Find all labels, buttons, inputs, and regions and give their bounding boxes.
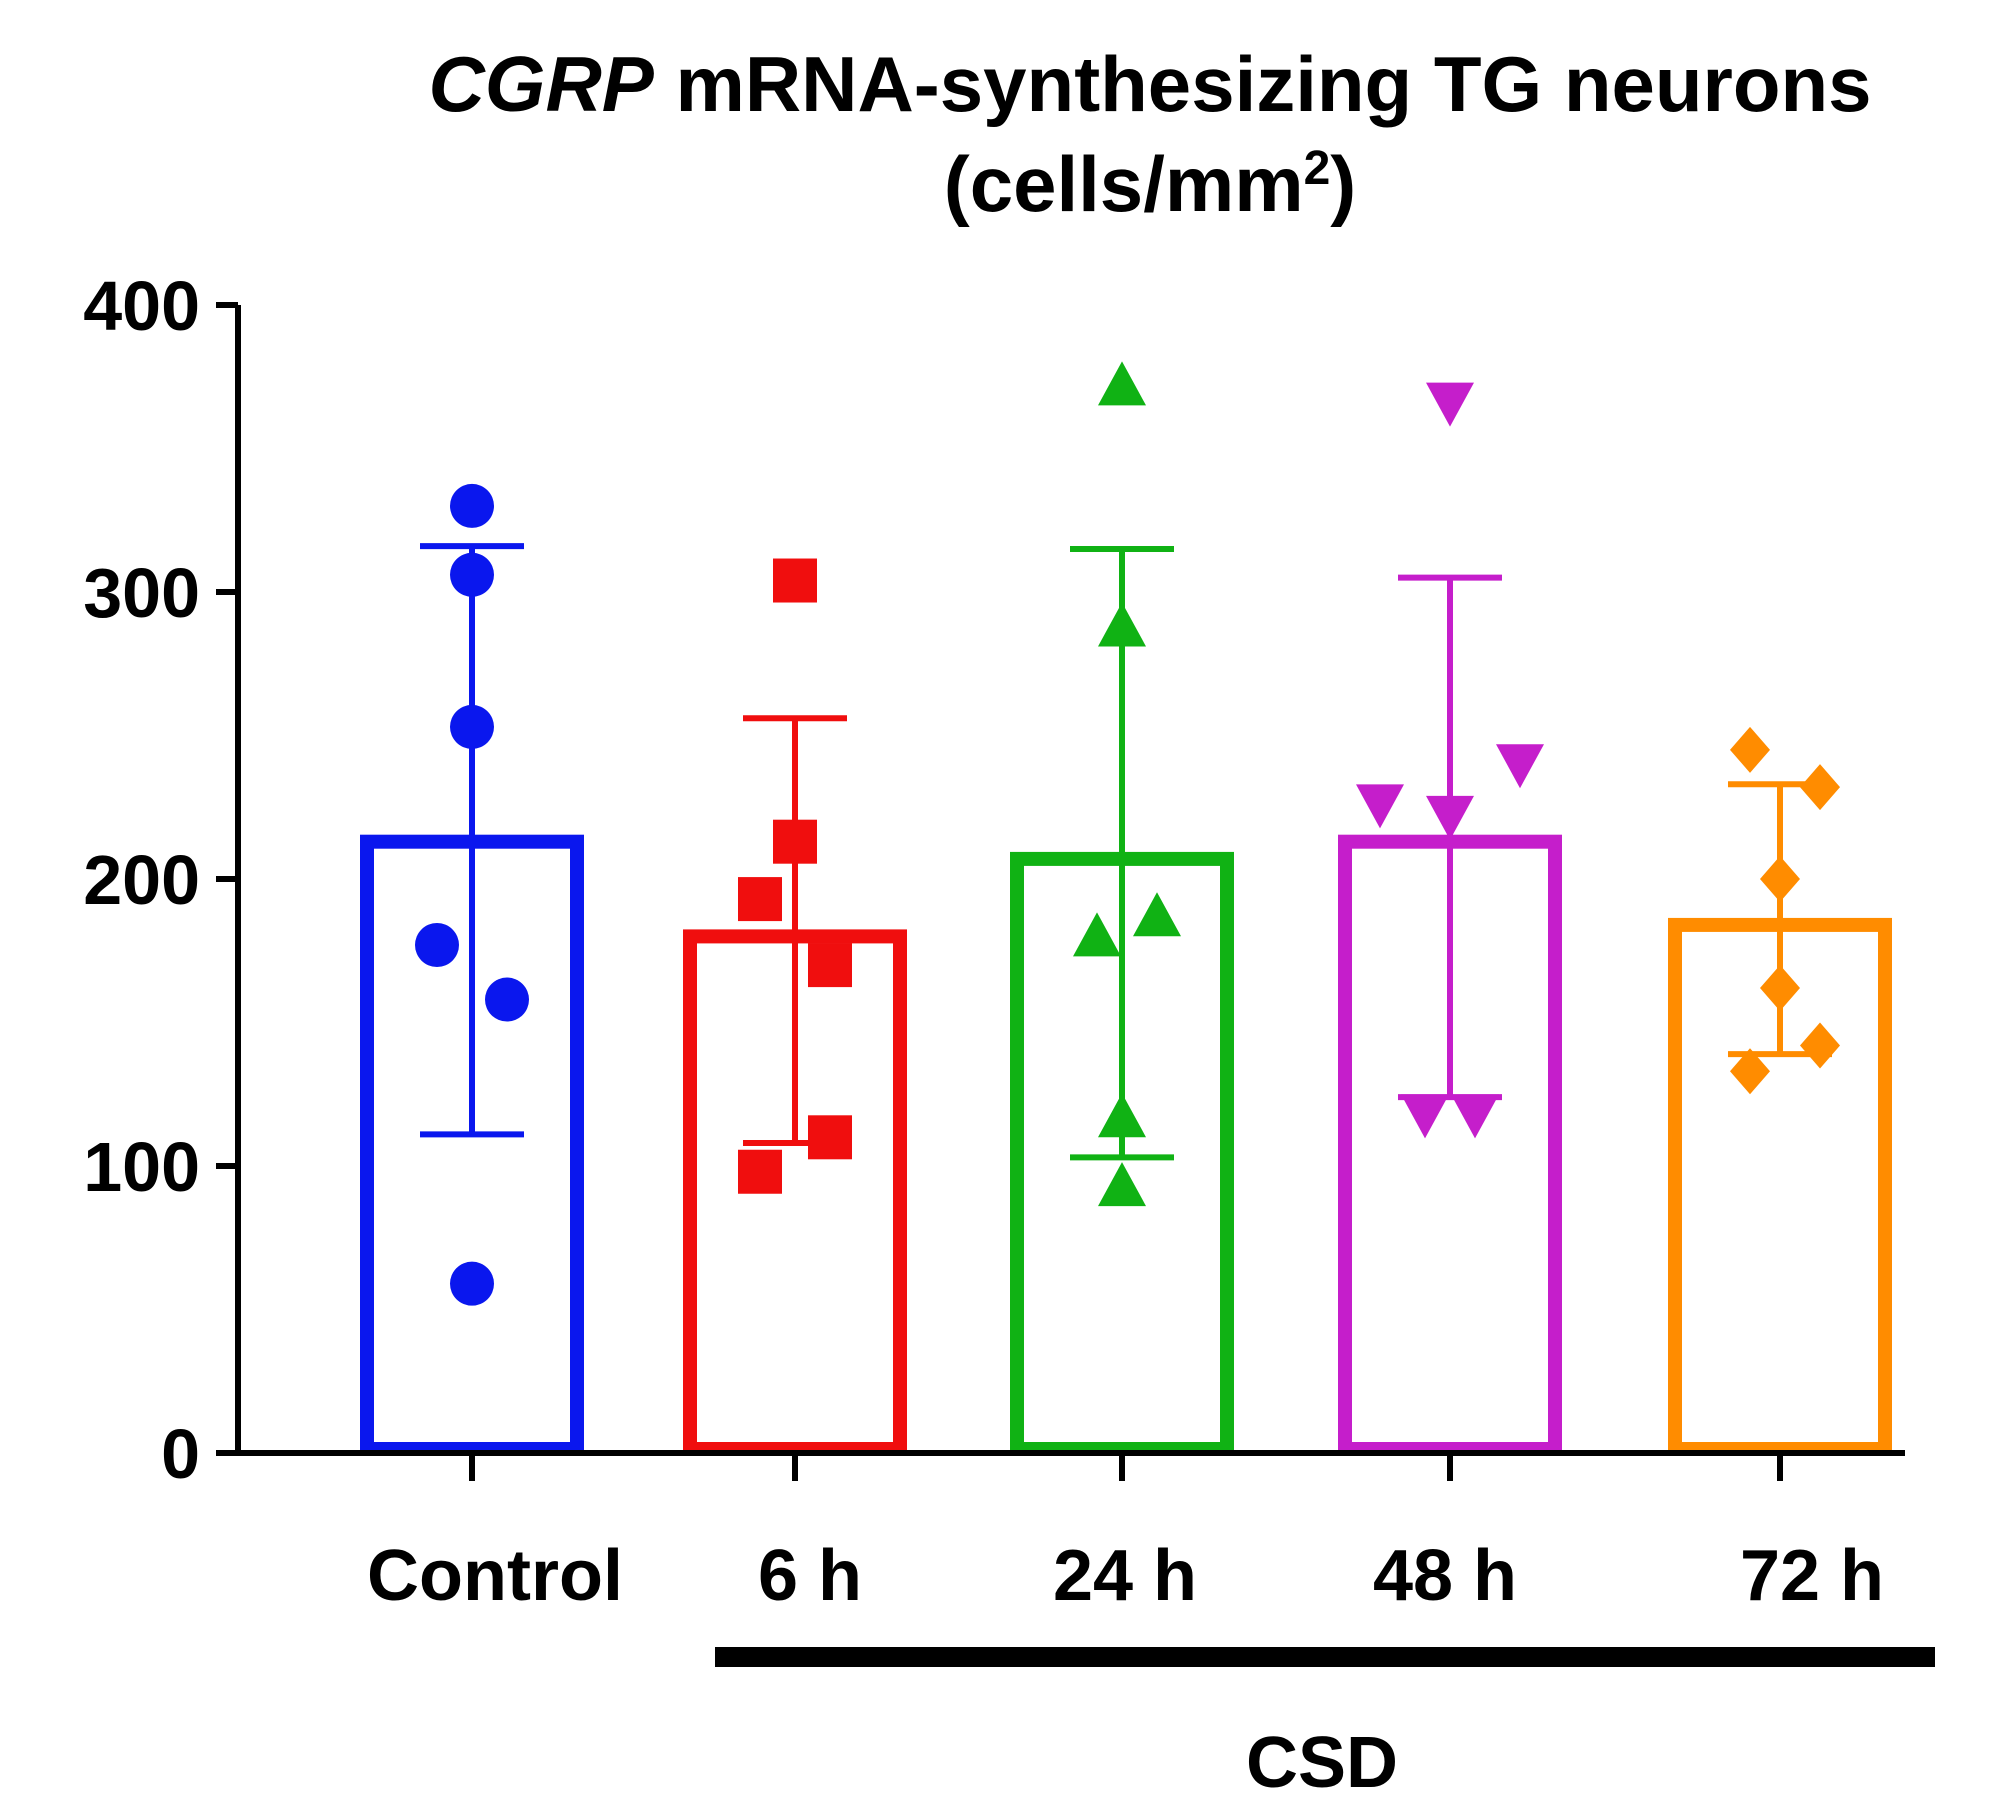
data-points (415, 361, 1840, 1306)
data-point (1133, 892, 1181, 937)
y-tick-label: 300 (83, 554, 200, 632)
data-point (450, 1261, 494, 1306)
x-category-label: 48 h (1373, 1536, 1517, 1616)
chart-title-rest: mRNA-synthesizing TG neurons (653, 40, 1872, 128)
y-tick-label: 200 (83, 841, 200, 919)
chart-title-gene: CGRP (428, 40, 654, 128)
group-label: CSD (1246, 1723, 1398, 1803)
data-point (1760, 856, 1800, 902)
units-text: (cells/mm (943, 140, 1304, 228)
data-point (1426, 382, 1474, 427)
data-point (1800, 1022, 1840, 1069)
data-point (1730, 1048, 1770, 1095)
data-point (450, 704, 494, 749)
axis-labels: 0 100 200 300 400 Control 6 h 24 h 48 h 72 h CSD (83, 267, 1884, 1803)
data-point (485, 977, 529, 1022)
data-point (1098, 1162, 1146, 1207)
data-point (1730, 726, 1770, 773)
data-point (450, 552, 494, 597)
data-point (773, 819, 817, 864)
data-point (1760, 965, 1800, 1012)
data-point (808, 1115, 852, 1160)
x-category-label: Control (367, 1536, 623, 1616)
x-category-label: 6 h (758, 1536, 862, 1616)
data-point (1356, 784, 1404, 829)
data-point (1800, 764, 1840, 811)
x-category-label: 72 h (1740, 1536, 1884, 1616)
data-point (1098, 602, 1146, 647)
data-point (1451, 1094, 1499, 1139)
error-bars (420, 543, 1832, 1161)
data-point (738, 877, 782, 922)
data-point (1073, 912, 1121, 957)
data-point (738, 1149, 782, 1194)
units-superscript: 2 (1303, 142, 1331, 195)
data-point (773, 558, 817, 603)
chart-units: (cells/mm2) (300, 142, 2000, 224)
y-tick-label: 0 (161, 1415, 200, 1493)
data-point (1098, 1093, 1146, 1138)
bars (360, 834, 1892, 1456)
data-point (808, 943, 852, 988)
data-point (450, 483, 494, 528)
x-category-label: 24 h (1053, 1536, 1197, 1616)
data-point (1401, 1094, 1449, 1139)
chart-title: CGRP mRNA-synthesizing TG neurons (300, 45, 2000, 123)
y-tick-label: 400 (83, 267, 200, 345)
y-tick-label: 100 (83, 1128, 200, 1206)
data-point (1426, 795, 1474, 840)
data-point (415, 923, 459, 968)
data-point (1496, 744, 1544, 789)
units-close: ) (1330, 140, 1357, 228)
data-point (1098, 361, 1146, 406)
axes (216, 302, 1935, 1667)
